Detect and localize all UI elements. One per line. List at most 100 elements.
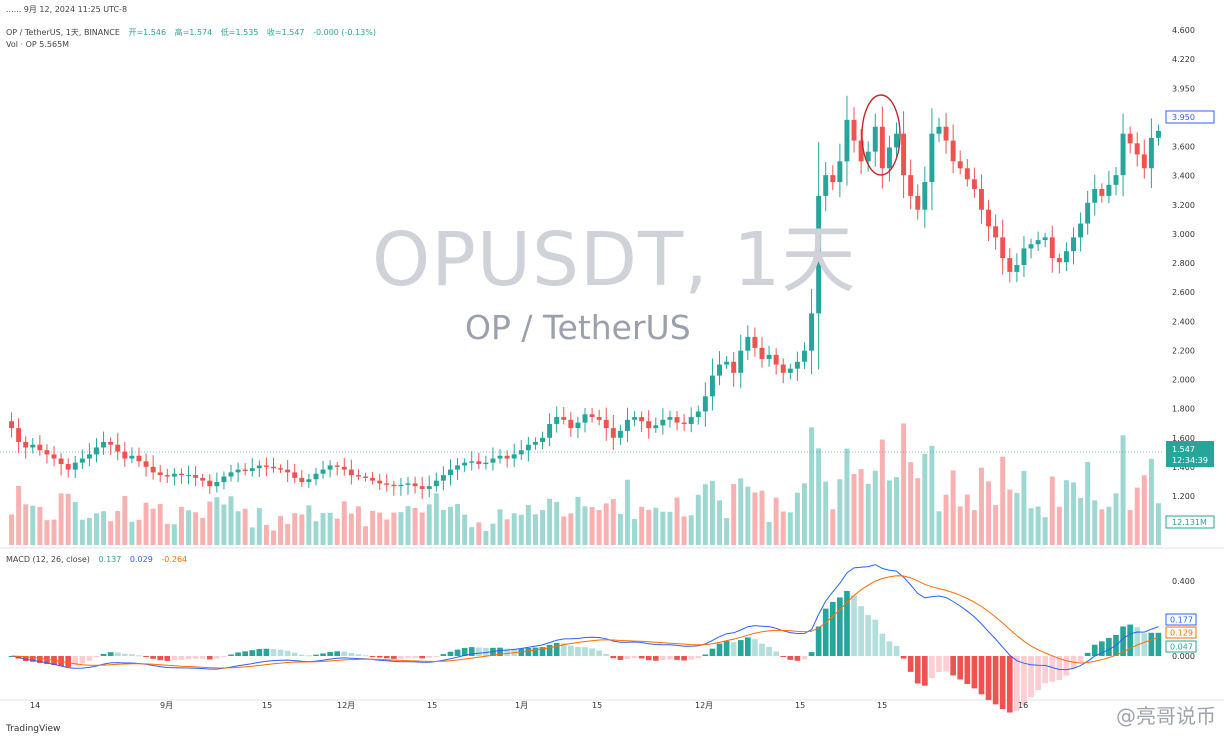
volume-bar (200, 517, 206, 545)
time-tick-label: 16 (1018, 701, 1028, 710)
candle-body (65, 464, 71, 470)
price-tick-label: 1.200 (1172, 492, 1195, 501)
volume-bar (65, 493, 71, 545)
macd-histogram-bar (1006, 656, 1013, 713)
macd-histogram-bar (355, 654, 362, 656)
macd-histogram-bar (221, 656, 227, 657)
candle-body (228, 472, 234, 477)
volume-bar (993, 505, 999, 545)
candle-body (745, 336, 751, 351)
macd-histogram-bar (171, 656, 178, 661)
volume-bar (23, 504, 29, 545)
macd-histogram-bar (143, 656, 149, 658)
volume-bar (94, 513, 99, 545)
volume-bar (504, 519, 510, 545)
price-tick-label: 2.800 (1172, 259, 1195, 268)
macd-histogram-bar (582, 647, 588, 656)
candle-body (915, 195, 921, 210)
volume-bar (1141, 475, 1147, 545)
candle-body (674, 417, 680, 423)
volume-bar (950, 470, 956, 545)
macd-histogram-bar (263, 648, 270, 656)
price-tick-label: 2.600 (1172, 288, 1195, 297)
volume-bar (455, 503, 461, 545)
candle-body (1071, 237, 1076, 252)
candle-body (278, 468, 284, 470)
macd-histogram-bar (242, 651, 249, 656)
macd-histogram-bar (695, 656, 702, 659)
header-line-2: OP / TetherUS, 1天, BINANCE 开=1.546 高=1.5… (6, 27, 382, 38)
price-tick-label: 1.600 (1172, 434, 1195, 443)
volume-bar (667, 511, 673, 545)
macd-value-tag (1165, 640, 1197, 653)
candle-body (1021, 248, 1027, 265)
volume-bar (929, 445, 935, 545)
candle-body (178, 473, 184, 476)
macd-histogram-bar (575, 647, 581, 656)
candle-body (412, 483, 418, 487)
candle-body (355, 475, 361, 477)
macd-histogram-bar (737, 640, 744, 656)
volume-bar (377, 512, 383, 545)
candles (9, 94, 1161, 500)
time-tick-label: 15 (427, 701, 437, 710)
macd-histogram-bar (277, 649, 284, 656)
macd-histogram-bar (900, 656, 907, 659)
time-tick-label: 12月 (337, 701, 355, 710)
macd-histogram-bar (468, 647, 475, 656)
volume-bar (313, 521, 319, 545)
macd-histogram-bar (348, 652, 355, 656)
candle-body (490, 458, 496, 463)
volume-bar (709, 480, 715, 545)
candle-body (1063, 251, 1069, 263)
candle-body (936, 126, 942, 134)
macd-histogram-bar (709, 648, 716, 656)
candle-body (511, 454, 517, 459)
macd-histogram-bar (383, 656, 390, 659)
candle-body (235, 469, 241, 473)
candle-body (101, 441, 107, 448)
macd-histogram-bar (334, 651, 341, 656)
volume-bar (433, 493, 439, 545)
macd-histogram-bar (652, 656, 659, 661)
volume-bar (915, 478, 921, 545)
candle-body (23, 441, 29, 448)
macd-pane (8, 564, 1162, 713)
volume-bar (228, 496, 234, 545)
candle-body (844, 119, 850, 162)
highlight-circle (861, 94, 901, 176)
macd-histogram-bar (107, 652, 114, 656)
price-tick-label: 2.200 (1172, 346, 1195, 355)
macd-histogram-bar (999, 656, 1006, 710)
candle-body (759, 347, 765, 359)
macd-histogram-bar (398, 656, 404, 659)
volume-bar (752, 492, 758, 545)
macd-histogram-bar (978, 656, 985, 695)
candle-body (405, 483, 411, 485)
volume-bar (44, 520, 50, 545)
candle-body (483, 462, 489, 465)
macd-histogram-bar (150, 656, 156, 659)
volume-bar (540, 510, 545, 545)
candle-body (1014, 265, 1020, 272)
macd-histogram-bar (1077, 656, 1084, 662)
candle-body (150, 466, 156, 473)
macd-histogram-bar (22, 656, 29, 662)
volume-bar (1120, 435, 1126, 545)
candle-body (780, 364, 786, 373)
macd-histogram-bar (532, 647, 539, 656)
price-tick-label: 4.220 (1172, 55, 1195, 64)
macd-histogram-bar (228, 654, 234, 656)
volume-bar (964, 494, 970, 545)
macd-histogram-bar (674, 656, 680, 660)
volume-bar (971, 510, 977, 545)
macd-histogram-bar (164, 656, 171, 661)
macd-histogram-bar (964, 656, 971, 685)
macd-histogram-bar (376, 656, 383, 658)
candle-body (646, 421, 652, 429)
volume-bar (589, 507, 595, 545)
macd-histogram-bar (504, 648, 510, 656)
candle-body (603, 419, 609, 429)
macd-histogram-bar (419, 656, 425, 659)
